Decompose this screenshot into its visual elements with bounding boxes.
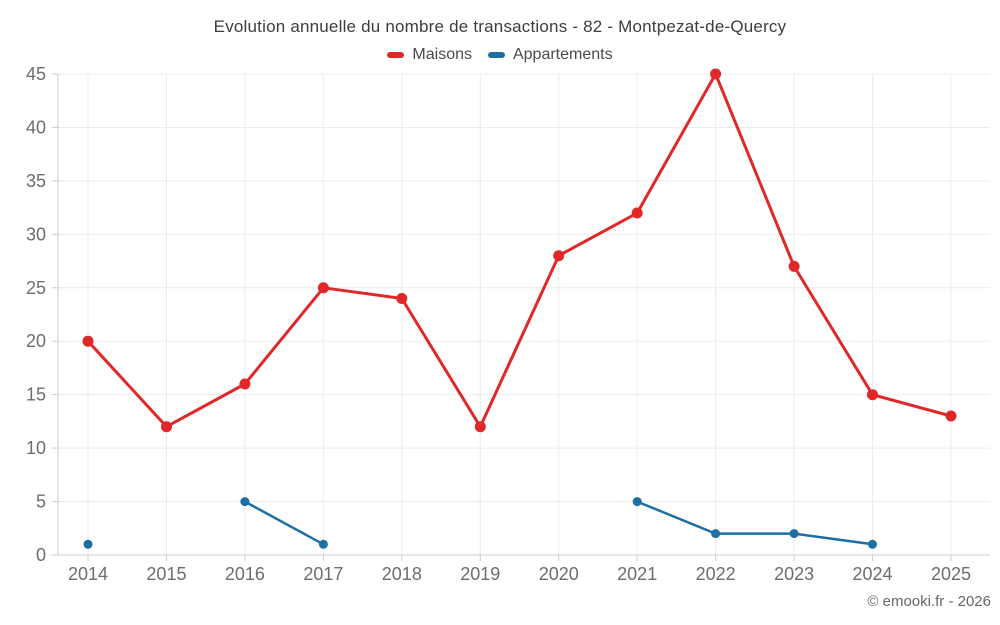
y-tick-label: 45 (26, 64, 46, 84)
marker-appartements-2016 (240, 497, 250, 507)
marker-maisons-2020 (553, 250, 565, 262)
x-tick-label: 2018 (382, 564, 422, 584)
y-tick-label: 15 (26, 385, 46, 405)
maisons-swatch-icon (387, 52, 405, 58)
y-tick-label: 25 (26, 278, 46, 298)
y-tick-label: 30 (26, 224, 46, 244)
chart-title: Evolution annuelle du nombre de transact… (213, 17, 787, 36)
marker-maisons-2014 (82, 335, 94, 347)
y-tick-label: 10 (26, 438, 46, 458)
marker-maisons-2016 (239, 378, 251, 390)
x-tick-label: 2017 (303, 564, 343, 584)
marker-maisons-2024 (867, 389, 878, 401)
marker-maisons-2015 (161, 421, 172, 433)
marker-appartements-2022 (711, 529, 721, 539)
x-tick-label: 2015 (146, 564, 186, 584)
marker-maisons-2022 (710, 68, 722, 80)
y-tick-label: 35 (26, 171, 46, 191)
marker-maisons-2019 (474, 421, 486, 433)
marker-appartements-2017 (318, 539, 328, 549)
series-line-maisons (86, 72, 953, 429)
x-tick-label: 2024 (853, 564, 893, 584)
marker-appartements-2021 (632, 497, 642, 507)
legend-label-appartements: Appartements (512, 46, 613, 63)
y-tick-label: 20 (26, 331, 46, 351)
x-tick-label: 2014 (68, 564, 108, 584)
footer-credit: © emooki.fr - 2026 (867, 593, 991, 610)
chart-legend: Maisons Appartements (0, 46, 1000, 64)
marker-appartements-2023 (789, 529, 799, 539)
legend-label-maisons: Maisons (412, 46, 472, 63)
appartements-swatch-icon (487, 52, 505, 58)
series-line-appartements (243, 500, 874, 546)
marker-maisons-2025 (945, 410, 957, 422)
x-tick-label: 2016 (225, 564, 265, 584)
y-tick-label: 5 (36, 492, 46, 512)
y-tick-label: 40 (26, 117, 46, 137)
x-tick-label: 2025 (931, 564, 971, 584)
x-tick-label: 2019 (460, 564, 500, 584)
marker-maisons-2018 (396, 293, 408, 304)
x-tick-label: 2023 (774, 564, 814, 584)
x-tick-label: 2021 (617, 564, 657, 584)
marker-maisons-2017 (317, 282, 329, 294)
marker-maisons-2021 (631, 207, 643, 219)
legend-item-appartements[interactable]: Appartements (487, 46, 613, 64)
x-tick-label: 2020 (539, 564, 579, 584)
x-tick-label: 2022 (696, 564, 736, 584)
marker-maisons-2023 (788, 260, 800, 272)
marker-appartements-2024 (868, 539, 877, 549)
legend-item-maisons[interactable]: Maisons (387, 46, 472, 64)
y-tick-label: 0 (36, 545, 46, 565)
marker-appartements-2014 (83, 539, 93, 549)
